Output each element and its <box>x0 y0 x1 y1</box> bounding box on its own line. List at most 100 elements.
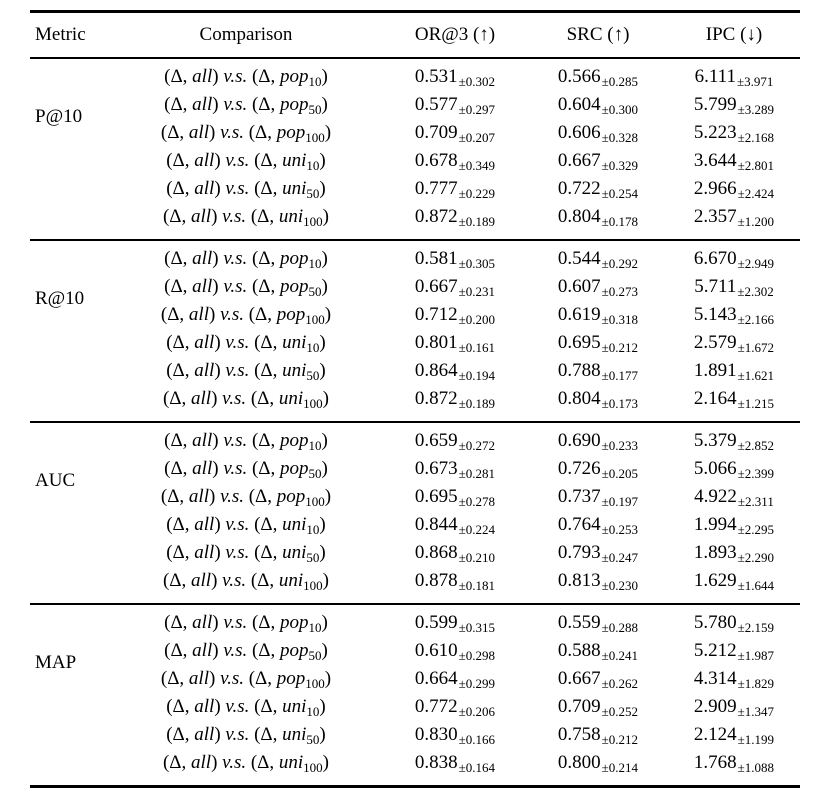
versus-term: v.s. <box>220 122 244 143</box>
std-subscript: ±0.200 <box>458 312 496 327</box>
comparison-punct: (Δ, <box>249 514 283 535</box>
comparison-punct: ) <box>322 570 329 591</box>
comparison-punct: ) <box>321 430 328 451</box>
versus-term: v.s. <box>223 612 248 633</box>
std-subscript: ±1.621 <box>737 368 775 383</box>
size-subscript: 10 <box>306 704 320 719</box>
baseline-term: all <box>192 94 213 115</box>
versus-term: v.s. <box>220 486 244 507</box>
or3-value: 0.868 <box>414 542 458 563</box>
metric-group: R@10 (Δ, all) v.s. (Δ, pop10) 0.581±0.305 0… <box>30 240 800 422</box>
std-subscript: ±0.281 <box>458 466 496 481</box>
table-row: (Δ, all) v.s. (Δ, uni100) 0.872±0.189 0.80… <box>30 203 800 240</box>
src-value-cell: 0.619±0.318 <box>528 301 668 329</box>
comparison-punct: ) <box>214 514 226 535</box>
std-subscript: ±2.295 <box>737 522 775 537</box>
ipc-value-cell: 2.579±1.672 <box>668 329 800 357</box>
src-value: 0.788 <box>557 360 601 381</box>
comparison-punct: (Δ, <box>243 668 277 689</box>
comparison-punct: ) <box>214 696 226 717</box>
comparison-punct: ) <box>321 248 328 269</box>
comparison-punct: ) <box>321 458 328 479</box>
comparison-punct: (Δ, <box>166 178 195 199</box>
comparison-cell: (Δ, all) v.s. (Δ, pop10) <box>110 422 382 455</box>
versus-term: v.s. <box>223 94 248 115</box>
src-value: 0.764 <box>557 514 601 535</box>
std-subscript: ±0.315 <box>458 620 496 635</box>
or3-value-cell: 0.772±0.206 <box>382 693 528 721</box>
or3-value: 0.801 <box>414 332 458 353</box>
comparison-cell: (Δ, all) v.s. (Δ, pop100) <box>110 119 382 147</box>
sampling-family-term: pop <box>280 458 309 479</box>
baseline-term: all <box>192 430 213 451</box>
src-value: 0.800 <box>557 752 601 773</box>
or3-value: 0.581 <box>414 248 458 269</box>
size-subscript: 50 <box>308 102 322 117</box>
baseline-term: all <box>194 724 215 745</box>
comparison-punct: ) <box>322 206 329 227</box>
std-subscript: ±0.214 <box>601 760 639 775</box>
src-value: 0.606 <box>557 122 601 143</box>
std-subscript: ±2.852 <box>737 438 775 453</box>
or3-value-cell: 0.878±0.181 <box>382 567 528 604</box>
baseline-term: all <box>192 276 213 297</box>
std-subscript: ±2.290 <box>737 550 775 565</box>
src-value-cell: 0.793±0.247 <box>528 539 668 567</box>
table-row: (Δ, all) v.s. (Δ, uni10) 0.844±0.224 0.764… <box>30 511 800 539</box>
header-comparison: Comparison <box>199 24 293 45</box>
size-subscript: 50 <box>308 466 322 481</box>
metric-label: P@10 <box>35 106 83 127</box>
src-value-cell: 0.604±0.300 <box>528 91 668 119</box>
size-subscript: 50 <box>306 186 320 201</box>
comparison-punct: ) <box>214 150 226 171</box>
ipc-value-cell: 1.891±1.621 <box>668 357 800 385</box>
src-value-cell: 0.726±0.205 <box>528 455 668 483</box>
std-subscript: ±0.302 <box>458 74 496 89</box>
sampling-family-term: uni <box>278 752 304 773</box>
src-value-cell: 0.559±0.288 <box>528 604 668 637</box>
std-subscript: ±0.297 <box>458 102 496 117</box>
comparison-punct: ) <box>319 542 326 563</box>
ipc-value: 6.670 <box>693 248 737 269</box>
std-subscript: ±0.229 <box>458 186 496 201</box>
or3-value-cell: 0.599±0.315 <box>382 604 528 637</box>
src-value: 0.690 <box>557 430 601 451</box>
comparison-punct: (Δ, <box>249 178 283 199</box>
comparison-punct: ) <box>322 388 329 409</box>
ipc-value-cell: 4.922±2.311 <box>668 483 800 511</box>
comparison-punct: (Δ, <box>164 66 193 87</box>
table-row: MAP (Δ, all) v.s. (Δ, pop10) 0.599±0.315 0.… <box>30 604 800 673</box>
comparison-punct: ) <box>212 94 224 115</box>
or3-value: 0.878 <box>414 570 458 591</box>
std-subscript: ±0.300 <box>601 102 639 117</box>
or3-value-cell: 0.838±0.164 <box>382 749 528 787</box>
table-row: (Δ, all) v.s. (Δ, uni10) 0.801±0.161 0.695… <box>30 329 800 357</box>
std-subscript: ±1.672 <box>737 340 775 355</box>
baseline-term: all <box>191 570 212 591</box>
sampling-family-term: uni <box>278 206 304 227</box>
or3-value-cell: 0.531±0.302 <box>382 58 528 91</box>
versus-term: v.s. <box>225 724 250 745</box>
comparison-punct: (Δ, <box>249 696 283 717</box>
size-subscript: 100 <box>303 214 323 229</box>
std-subscript: ±2.399 <box>737 466 775 481</box>
comparison-punct: (Δ, <box>166 542 195 563</box>
versus-term: v.s. <box>222 206 247 227</box>
or3-value-cell: 0.712±0.200 <box>382 301 528 329</box>
comparison-punct: (Δ, <box>164 248 193 269</box>
sampling-family-term: pop <box>280 612 309 633</box>
src-value-cell: 0.758±0.212 <box>528 721 668 749</box>
comparison-punct: ) <box>208 122 221 143</box>
header-src: SRC (↑) <box>566 24 630 45</box>
comparison-punct: ) <box>324 122 332 143</box>
ipc-value-cell: 5.212±1.987 <box>668 637 800 665</box>
table-row: (Δ, all) v.s. (Δ, uni10) 0.678±0.349 0.667… <box>30 147 800 175</box>
versus-term: v.s. <box>225 696 250 717</box>
src-value-cell: 0.788±0.177 <box>528 357 668 385</box>
or3-value-cell: 0.577±0.297 <box>382 91 528 119</box>
src-value-cell: 0.544±0.292 <box>528 240 668 273</box>
std-subscript: ±0.178 <box>601 214 639 229</box>
std-subscript: ±2.168 <box>737 130 775 145</box>
comparison-punct: (Δ, <box>243 304 277 325</box>
std-subscript: ±1.987 <box>737 648 775 663</box>
